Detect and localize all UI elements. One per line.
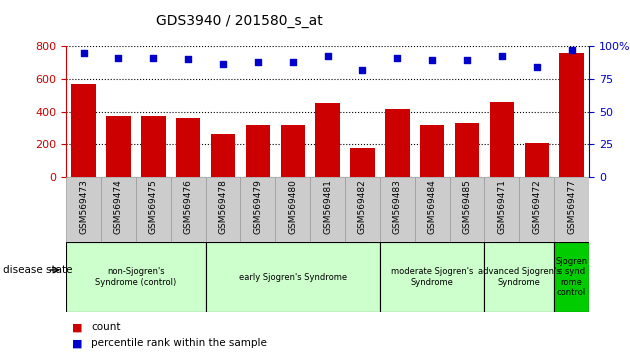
Text: GSM569473: GSM569473 bbox=[79, 179, 88, 234]
Text: moderate Sjogren's
Syndrome: moderate Sjogren's Syndrome bbox=[391, 267, 473, 287]
Point bbox=[323, 54, 333, 59]
Bar bbox=[380, 242, 484, 312]
Point bbox=[462, 58, 472, 63]
Bar bbox=[559, 52, 584, 177]
Bar bbox=[350, 148, 375, 177]
Bar bbox=[554, 177, 589, 242]
Bar bbox=[525, 143, 549, 177]
Point bbox=[253, 59, 263, 64]
Bar bbox=[171, 177, 205, 242]
Bar bbox=[455, 123, 479, 177]
Text: Sjogren
s synd
rome
control: Sjogren s synd rome control bbox=[556, 257, 588, 297]
Bar bbox=[415, 177, 450, 242]
Point bbox=[566, 47, 576, 53]
Point bbox=[113, 55, 123, 61]
Text: GSM569475: GSM569475 bbox=[149, 179, 158, 234]
Text: GSM569471: GSM569471 bbox=[498, 179, 507, 234]
Point bbox=[218, 62, 228, 67]
Bar bbox=[345, 177, 380, 242]
Point bbox=[532, 64, 542, 70]
Text: GSM569484: GSM569484 bbox=[428, 179, 437, 234]
Text: advanced Sjogren's
Syndrome: advanced Sjogren's Syndrome bbox=[478, 267, 561, 287]
Text: GSM569478: GSM569478 bbox=[219, 179, 227, 234]
Point bbox=[288, 59, 298, 64]
Text: ■: ■ bbox=[72, 338, 83, 348]
Bar bbox=[136, 177, 171, 242]
Text: disease state: disease state bbox=[3, 265, 72, 275]
Bar bbox=[554, 242, 589, 312]
Text: count: count bbox=[91, 322, 121, 332]
Text: GSM569483: GSM569483 bbox=[393, 179, 402, 234]
Point bbox=[183, 56, 193, 62]
Bar bbox=[71, 84, 96, 177]
Bar bbox=[420, 125, 444, 177]
Bar bbox=[141, 116, 166, 177]
Text: percentile rank within the sample: percentile rank within the sample bbox=[91, 338, 267, 348]
Bar bbox=[205, 242, 380, 312]
Bar bbox=[450, 177, 484, 242]
Bar bbox=[66, 177, 101, 242]
Bar bbox=[66, 242, 205, 312]
Text: ■: ■ bbox=[72, 322, 83, 332]
Bar bbox=[176, 118, 200, 177]
Bar bbox=[490, 102, 514, 177]
Text: early Sjogren's Syndrome: early Sjogren's Syndrome bbox=[239, 273, 347, 281]
Text: GSM569482: GSM569482 bbox=[358, 179, 367, 234]
Bar bbox=[241, 177, 275, 242]
Bar bbox=[385, 109, 410, 177]
Point bbox=[427, 58, 437, 63]
Bar bbox=[246, 125, 270, 177]
Text: GSM569474: GSM569474 bbox=[114, 179, 123, 234]
Bar bbox=[519, 177, 554, 242]
Bar bbox=[280, 125, 305, 177]
Text: GSM569476: GSM569476 bbox=[184, 179, 193, 234]
Bar bbox=[205, 177, 241, 242]
Point bbox=[148, 55, 158, 61]
Bar bbox=[316, 103, 340, 177]
Bar bbox=[106, 116, 130, 177]
Bar bbox=[101, 177, 136, 242]
Text: GSM569485: GSM569485 bbox=[462, 179, 471, 234]
Point bbox=[79, 50, 89, 55]
Bar bbox=[484, 242, 554, 312]
Point bbox=[357, 67, 367, 73]
Bar bbox=[310, 177, 345, 242]
Text: GSM569481: GSM569481 bbox=[323, 179, 332, 234]
Point bbox=[392, 55, 403, 61]
Text: GSM569472: GSM569472 bbox=[532, 179, 541, 234]
Bar bbox=[484, 177, 519, 242]
Text: non-Sjogren's
Syndrome (control): non-Sjogren's Syndrome (control) bbox=[95, 267, 176, 287]
Text: GSM569479: GSM569479 bbox=[253, 179, 262, 234]
Point bbox=[497, 54, 507, 59]
Bar bbox=[275, 177, 310, 242]
Bar bbox=[380, 177, 415, 242]
Text: GSM569477: GSM569477 bbox=[567, 179, 576, 234]
Text: GDS3940 / 201580_s_at: GDS3940 / 201580_s_at bbox=[156, 14, 323, 28]
Text: GSM569480: GSM569480 bbox=[289, 179, 297, 234]
Bar bbox=[211, 133, 235, 177]
